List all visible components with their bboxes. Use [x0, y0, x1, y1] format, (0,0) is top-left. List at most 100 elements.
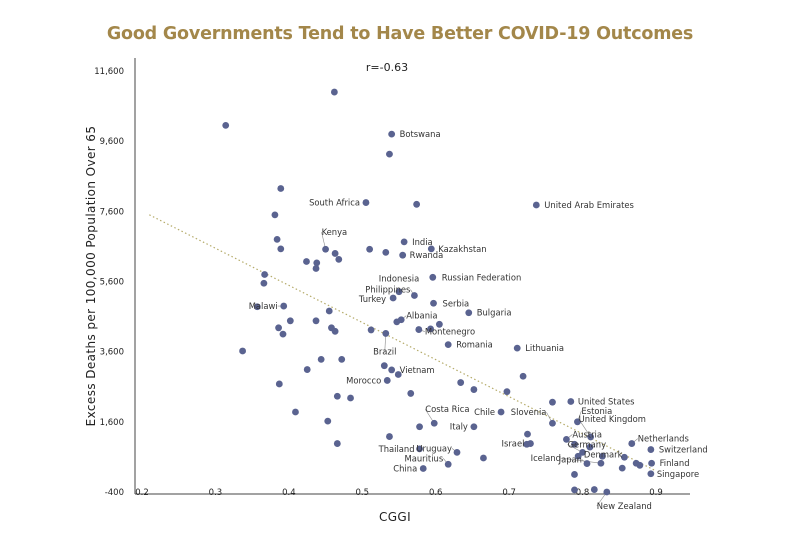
data-point: [333, 392, 341, 400]
label-serbia: Serbia: [443, 298, 470, 308]
x-tick-label: 0.4: [282, 488, 296, 498]
data-point: [277, 245, 285, 253]
data-point: [618, 464, 626, 472]
label-uruguay: Uruguay: [416, 443, 452, 453]
point-philippines: [411, 292, 418, 299]
label-singapore: Singapore: [657, 469, 699, 479]
point-finland: [648, 459, 655, 467]
data-point: [260, 279, 268, 287]
point-thailand: [416, 445, 423, 453]
data-point: [279, 330, 287, 338]
point-italy: [470, 423, 478, 431]
label-finland: Finland: [660, 458, 690, 468]
trend-line: [149, 214, 657, 472]
label-bulgaria: Bulgaria: [477, 308, 512, 318]
data-point: [331, 327, 339, 335]
data-point: [317, 355, 325, 363]
point-russian-federation: [429, 273, 437, 281]
point-indonesia: [395, 288, 403, 296]
point-bulgaria: [465, 309, 473, 317]
data-point: [571, 440, 578, 448]
point-japan: [583, 460, 591, 467]
data-point: [292, 408, 299, 416]
label-new-zealand: New Zealand: [597, 501, 652, 511]
data-point: [636, 461, 644, 469]
label-lithuania: Lithuania: [525, 343, 564, 353]
label-russian-federation: Russian Federation: [442, 272, 522, 282]
point-south-africa: [362, 199, 370, 206]
data-point: [470, 386, 478, 393]
label-germany: Germany: [568, 439, 607, 449]
data-point: [222, 121, 230, 129]
point-romania: [444, 341, 452, 349]
label-kenya: Kenya: [322, 227, 348, 237]
data-point: [347, 394, 354, 402]
label-rwanda: Rwanda: [410, 250, 444, 260]
data-point: [413, 200, 421, 208]
point-rwanda: [399, 251, 407, 259]
point-austria: [563, 435, 570, 443]
data-point: [427, 325, 434, 333]
point-slovenia: [549, 419, 556, 427]
point-vietnam: [388, 366, 396, 374]
point-serbia: [430, 299, 437, 307]
data-point: [261, 271, 269, 278]
data-point: [338, 355, 346, 363]
data-point: [435, 320, 443, 328]
point-india: [400, 238, 408, 246]
axes: [134, 58, 690, 495]
data-point: [571, 486, 578, 494]
label-thailand: Thailand: [378, 444, 415, 454]
point-lithuania: [513, 344, 521, 352]
point-kenya: [322, 245, 329, 253]
data-point: [394, 371, 402, 378]
data-point: [503, 388, 511, 396]
label-albania: Albania: [406, 311, 437, 321]
point-switzerland: [647, 446, 655, 453]
x-tick-labels: 0.2 0.3 0.4 0.5 0.6 0.7 0.8 0.9: [135, 488, 663, 498]
data-point: [277, 185, 285, 192]
data-point: [519, 372, 527, 380]
point-netherlands: [628, 440, 636, 447]
point-labels: Botswana South Africa United Arab Emirates…: [249, 129, 708, 511]
label-south-africa: South Africa: [309, 198, 360, 208]
data-point: [386, 433, 393, 440]
label-iceland: Iceland: [531, 453, 561, 463]
label-kazakhstan: Kazakhstan: [438, 244, 486, 254]
label-mauritius: Mauritius: [404, 453, 443, 463]
data-point: [331, 250, 339, 257]
point-estonia: [574, 418, 581, 426]
y-tick-label: 9,600: [100, 137, 124, 147]
point-united-states: [567, 398, 575, 405]
label-indonesia: Indonesia: [379, 274, 420, 284]
data-point: [393, 318, 401, 326]
label-morocco: Morocco: [346, 375, 381, 385]
data-point: [586, 443, 594, 451]
data-point: [330, 88, 338, 96]
label-israel: Israel: [502, 439, 525, 449]
point-singapore: [647, 470, 655, 478]
data-point: [523, 440, 531, 448]
point-uruguay: [453, 448, 461, 456]
label-austria: Austria: [572, 429, 602, 439]
label-slovenia: Slovenia: [511, 407, 547, 417]
point-united-arab-emirates: [532, 201, 540, 209]
data-point: [480, 454, 487, 462]
data-point: [366, 245, 374, 253]
y-tick-label: 7,600: [100, 207, 124, 217]
point-chile: [497, 408, 505, 416]
data-points: [222, 88, 655, 496]
data-point: [275, 380, 283, 388]
y-tick-label: 5,600: [100, 278, 124, 288]
label-netherlands: Netherlands: [638, 434, 689, 444]
data-point: [313, 259, 321, 267]
data-point: [416, 423, 423, 431]
data-point: [312, 265, 320, 272]
label-china: China: [393, 463, 417, 473]
y-tick-label: 1,600: [100, 418, 124, 428]
x-tick-label: 0.8: [576, 488, 590, 498]
leader-line: [560, 457, 601, 464]
chart-title: Good Governments Tend to Have Better COV…: [106, 24, 694, 44]
data-point: [275, 324, 282, 332]
